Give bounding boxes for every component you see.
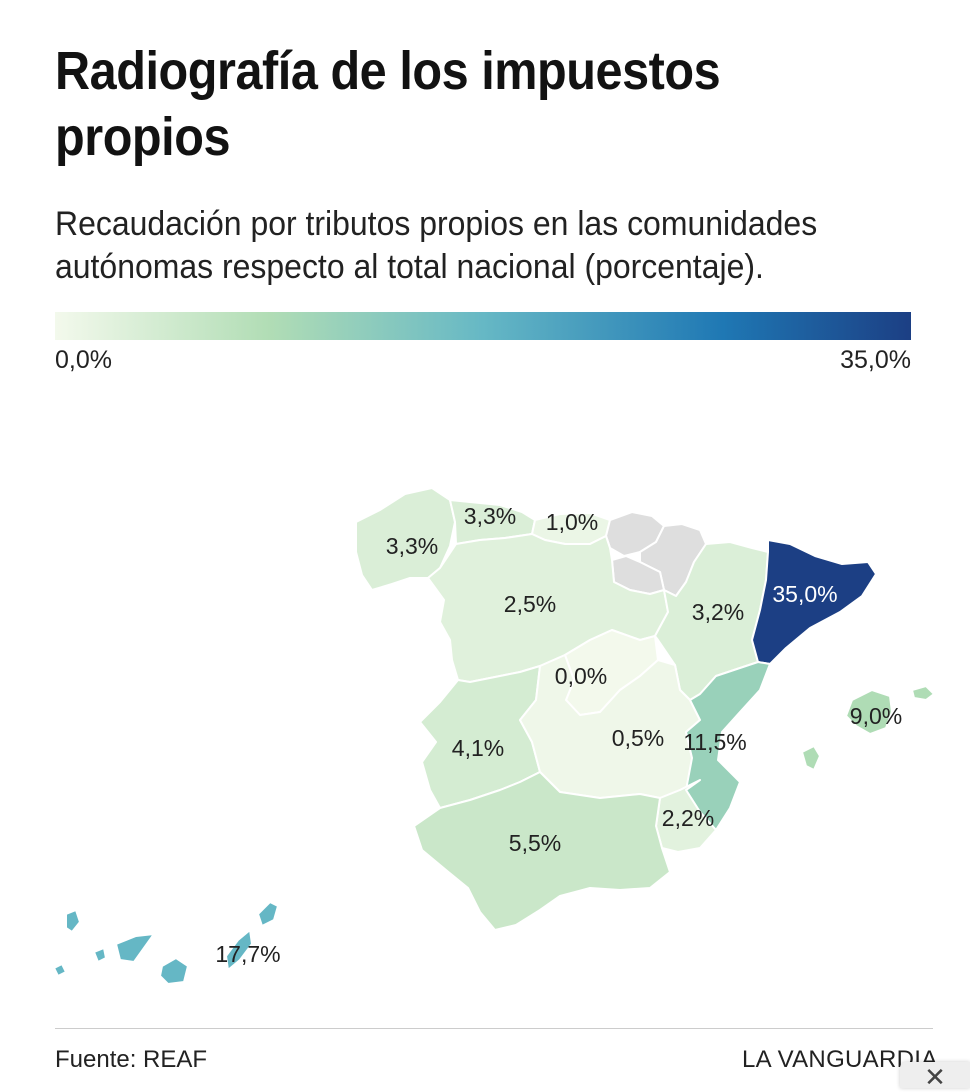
label-aragon: 3,2% bbox=[692, 599, 744, 625]
region-cataluna[interactable] bbox=[751, 539, 877, 665]
label-andalucia: 5,5% bbox=[509, 830, 561, 856]
color-scale-legend bbox=[55, 312, 911, 340]
close-icon: ✕ bbox=[924, 1062, 946, 1092]
region-murcia[interactable] bbox=[655, 779, 717, 853]
label-asturias: 3,3% bbox=[464, 503, 516, 529]
footer-divider bbox=[55, 1028, 933, 1029]
legend-min-label: 0,0% bbox=[55, 346, 112, 374]
page-title: Radiografía de los impuestos propios bbox=[55, 41, 721, 167]
label-castilla-la-mancha: 0,5% bbox=[612, 725, 664, 751]
region-islas-baleares[interactable] bbox=[801, 685, 935, 771]
close-button[interactable]: ✕ bbox=[900, 1062, 970, 1092]
spain-choropleth-map: 3,3% 3,3% 1,0% 2,5% 3,2% 35,0% 0,0% 4,1%… bbox=[53, 487, 935, 985]
label-cataluna: 35,0% bbox=[772, 581, 837, 607]
label-cantabria: 1,0% bbox=[546, 509, 598, 535]
source-label: Fuente: REAF bbox=[55, 1046, 208, 1073]
region-andalucia[interactable] bbox=[413, 771, 671, 931]
label-castilla-y-leon: 2,5% bbox=[504, 591, 556, 617]
page-subtitle: Recaudación por tributos propios en las … bbox=[55, 205, 818, 286]
legend-max-label: 35,0% bbox=[840, 346, 911, 374]
region-comunidad-valenciana[interactable] bbox=[685, 661, 771, 831]
label-extremadura: 4,1% bbox=[452, 735, 504, 761]
label-madrid: 0,0% bbox=[555, 663, 607, 689]
region-canarias[interactable] bbox=[53, 901, 279, 985]
label-murcia: 2,2% bbox=[662, 805, 714, 831]
label-canarias: 17,7% bbox=[215, 941, 280, 967]
label-galicia: 3,3% bbox=[386, 533, 438, 559]
label-islas-baleares: 9,0% bbox=[850, 703, 902, 729]
label-comunidad-valenciana: 11,5% bbox=[683, 729, 747, 755]
